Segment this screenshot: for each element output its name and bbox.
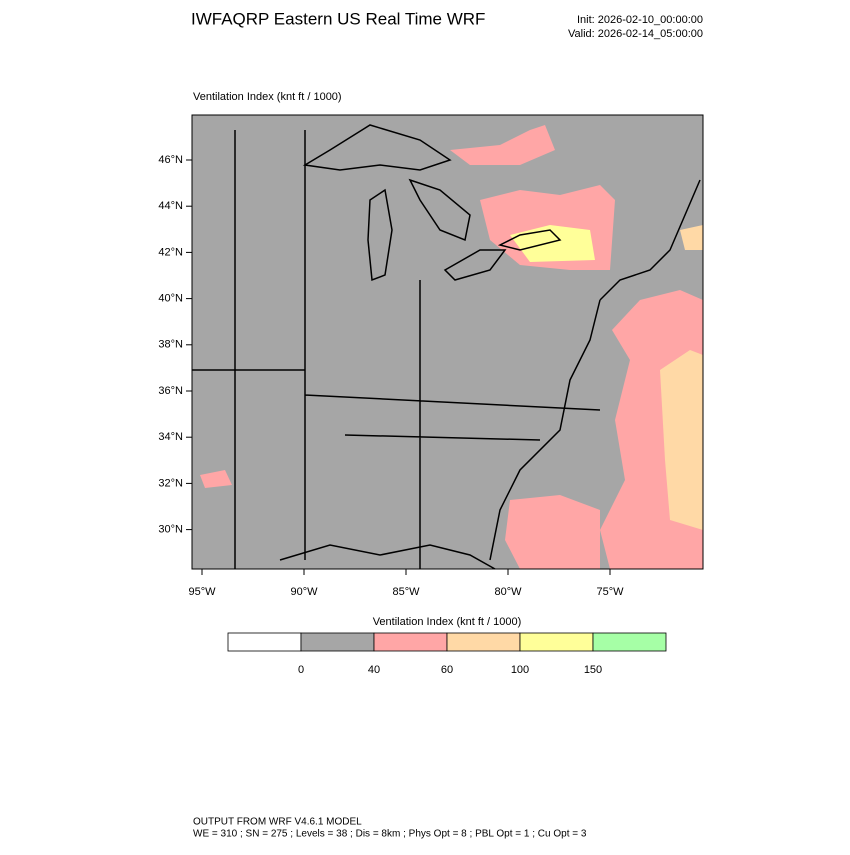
orange-region: [660, 350, 703, 530]
lat-label: 30°N: [158, 524, 183, 536]
init-time: Init: 2026-02-10_00:00:00: [577, 14, 703, 26]
footer-line: OUTPUT FROM WRF V4.6.1 MODEL: [193, 817, 362, 828]
pink-region: [200, 470, 232, 488]
footer-line: WE = 310 ; SN = 275 ; Levels = 38 ; Dis …: [193, 829, 587, 840]
lat-label: 40°N: [158, 293, 183, 305]
title: IWFAQRP Eastern US Real Time WRF: [191, 9, 485, 28]
map-background: [192, 115, 703, 569]
lat-label: 42°N: [158, 246, 183, 258]
pink-region: [505, 495, 600, 569]
lon-label: 95°W: [188, 586, 216, 598]
pink-region: [450, 125, 555, 165]
colorbar-label: 60: [441, 664, 453, 676]
colorbar-label: 150: [584, 664, 602, 676]
lat-label: 32°N: [158, 477, 183, 489]
colorbar-title: Ventilation Index (knt ft / 1000): [373, 616, 522, 628]
colorbar-swatch: [446, 632, 521, 652]
colorbar-label: 0: [298, 664, 304, 676]
lon-label: 85°W: [392, 586, 420, 598]
valid-time: Valid: 2026-02-14_05:00:00: [568, 28, 703, 40]
colorbar-swatch: [373, 632, 448, 652]
colorbar-swatch: [519, 632, 594, 652]
colorbar-label: 100: [511, 664, 529, 676]
orange-region: [680, 225, 703, 250]
lat-label: 34°N: [158, 431, 183, 443]
colorbar-swatch: [227, 632, 302, 652]
map-subtitle: Ventilation Index (knt ft / 1000): [193, 91, 342, 103]
lat-label: 46°N: [158, 154, 183, 166]
boundaries: [192, 124, 701, 570]
lat-label: 38°N: [158, 339, 183, 351]
colorbar-label: 40: [368, 664, 380, 676]
map-frame: [191, 114, 704, 570]
colorbar-swatch: [300, 632, 375, 652]
map: [191, 114, 704, 570]
lon-label: 75°W: [596, 586, 624, 598]
yellow-region: [510, 225, 595, 262]
colorbar-swatch: [592, 632, 667, 652]
lat-label: 44°N: [158, 200, 183, 212]
lat-label: 36°N: [158, 385, 183, 397]
lon-label: 80°W: [494, 586, 522, 598]
lon-label: 90°W: [290, 586, 318, 598]
